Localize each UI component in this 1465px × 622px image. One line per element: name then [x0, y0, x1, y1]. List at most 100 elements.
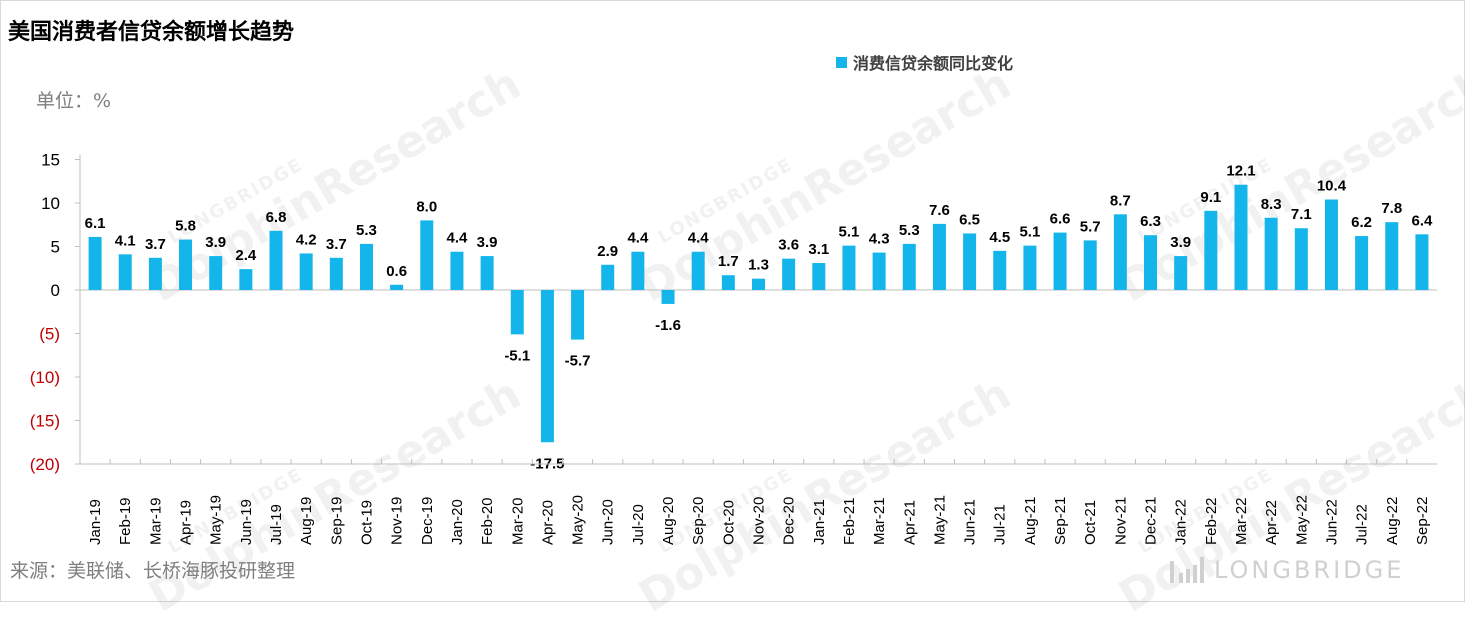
x-tick-label: Jun-20 [600, 499, 617, 545]
bar [1385, 222, 1398, 290]
y-tick-label: 10 [41, 194, 60, 213]
data-label: 2.9 [597, 243, 618, 260]
data-label: 5.3 [899, 222, 920, 239]
data-label: 6.1 [85, 215, 106, 232]
bar [692, 252, 705, 290]
data-label: 12.1 [1226, 163, 1255, 180]
bar [993, 251, 1006, 290]
bar [300, 253, 313, 290]
y-tick-label: (20) [30, 455, 60, 474]
source-note: 来源：美联储、长桥海豚投研整理 [10, 556, 295, 583]
bar [511, 290, 524, 334]
data-label: 7.6 [929, 202, 950, 219]
x-tick-label: Jun-22 [1323, 499, 1340, 545]
x-tick-label: Dec-20 [781, 497, 798, 545]
data-label: 6.8 [266, 209, 287, 226]
bar [752, 279, 765, 290]
data-label: 4.4 [627, 230, 649, 247]
bar [662, 290, 675, 304]
data-label: 7.8 [1381, 200, 1402, 217]
bar [1054, 233, 1067, 290]
x-tick-label: Jan-19 [87, 499, 104, 545]
data-label: 5.8 [175, 218, 196, 235]
data-label: 8.7 [1110, 192, 1131, 209]
x-tick-label: Aug-21 [1022, 497, 1039, 545]
x-tick-label: Apr-21 [901, 500, 918, 545]
bar [1174, 256, 1187, 290]
bar [239, 269, 252, 290]
bar [1023, 246, 1036, 290]
data-label: -5.7 [565, 353, 591, 370]
bar [1144, 235, 1157, 290]
x-tick-label: Jun-21 [962, 499, 979, 545]
x-tick-label: Jul-22 [1354, 504, 1371, 545]
x-tick-label: Sep-20 [690, 497, 707, 545]
bar-chart: 151050(5)(10)(15)(20)6.1Jan-194.1Feb-193… [0, 0, 1465, 602]
x-tick-label: Jan-20 [449, 499, 466, 545]
bar [1415, 234, 1428, 290]
x-tick-label: Aug-20 [660, 497, 677, 545]
data-label: 4.2 [296, 231, 317, 248]
data-label: 5.7 [1080, 218, 1101, 235]
bar [450, 252, 463, 290]
data-label: 3.7 [145, 236, 166, 253]
x-tick-label: Oct-20 [720, 500, 737, 545]
data-label: 1.3 [748, 257, 769, 274]
y-tick-label: 5 [51, 238, 60, 257]
bar [390, 285, 403, 290]
data-label: 4.4 [447, 230, 469, 247]
x-tick-label: Oct-21 [1082, 500, 1099, 545]
x-tick-label: May-19 [208, 495, 225, 545]
data-label: 6.6 [1050, 211, 1071, 228]
data-label: 4.1 [115, 232, 136, 249]
data-label: -1.6 [655, 317, 681, 334]
y-tick-label: 0 [51, 281, 60, 300]
x-tick-label: Jul-20 [630, 504, 647, 545]
x-tick-label: May-22 [1293, 495, 1310, 545]
data-label: 4.3 [869, 231, 890, 248]
data-label: 0.6 [386, 263, 407, 280]
bar [1114, 214, 1127, 290]
x-tick-label: Dec-21 [1143, 497, 1160, 545]
x-tick-label: Nov-21 [1112, 497, 1129, 545]
x-tick-label: Aug-19 [298, 497, 315, 545]
x-tick-label: Sep-22 [1414, 497, 1431, 545]
data-label: 6.4 [1411, 212, 1433, 229]
bar [782, 259, 795, 290]
x-tick-label: Feb-20 [479, 497, 496, 545]
data-label: -5.1 [504, 347, 530, 364]
bar [149, 258, 162, 290]
x-tick-label: Mar-21 [871, 497, 888, 545]
bar [481, 256, 494, 290]
x-tick-label: Apr-22 [1263, 500, 1280, 545]
x-tick-label: Oct-19 [358, 500, 375, 545]
x-tick-label: Jul-21 [992, 504, 1009, 545]
x-tick-label: Mar-19 [147, 497, 164, 545]
data-label: 9.1 [1200, 189, 1221, 206]
data-label: 4.5 [989, 229, 1010, 246]
data-label: 3.6 [778, 237, 799, 254]
data-label: 8.3 [1261, 196, 1282, 213]
y-tick-label: 15 [41, 151, 60, 170]
bar [1084, 240, 1097, 290]
x-tick-label: Apr-19 [178, 500, 195, 545]
x-tick-label: Jul-19 [268, 504, 285, 545]
data-label: 3.1 [808, 241, 829, 258]
bar [631, 252, 644, 290]
data-label: 2.4 [235, 247, 257, 264]
data-label: 3.9 [477, 234, 498, 251]
bar [963, 233, 976, 290]
bar [1265, 218, 1278, 290]
bar [1204, 211, 1217, 290]
x-tick-label: Aug-22 [1384, 497, 1401, 545]
data-label: 8.0 [416, 198, 437, 215]
bar [330, 258, 343, 290]
bar [270, 231, 283, 290]
x-tick-label: Mar-20 [509, 497, 526, 545]
data-label: 1.7 [718, 253, 739, 270]
x-tick-label: Feb-19 [117, 497, 134, 545]
bar [903, 244, 916, 290]
bar [119, 254, 132, 290]
bar [541, 290, 554, 442]
x-tick-label: Jan-21 [811, 499, 828, 545]
